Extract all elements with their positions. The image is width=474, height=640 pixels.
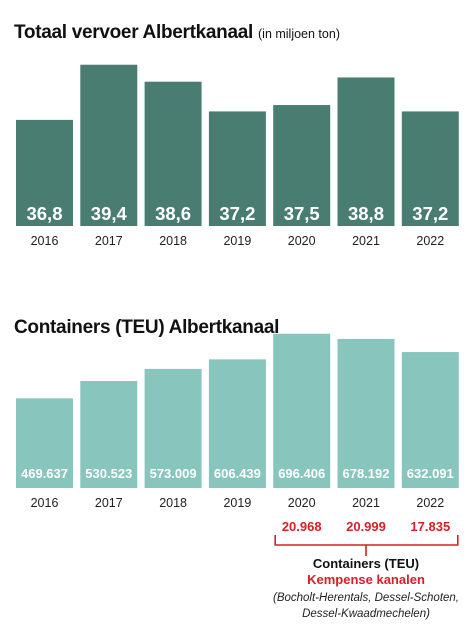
chart2-value-label-2021: 678.192: [343, 466, 390, 481]
chart2-bar-2017: [80, 380, 138, 488]
chart1-bar-2021: [337, 77, 395, 227]
chart2-bar-2019: [208, 359, 266, 488]
chart1-bar-2020: [273, 105, 331, 226]
chart2-tick-label-2020: 2020: [288, 496, 316, 510]
chart1-value-label-2018: 38,6: [155, 203, 191, 224]
chart2-bar-2018: [144, 368, 202, 488]
chart1-value-label-2021: 38,8: [348, 203, 384, 224]
chart1-tick-label-2019: 2019: [223, 234, 251, 248]
chart2-tick-label-2016: 2016: [31, 496, 59, 510]
chart1-value-label-2017: 39,4: [91, 203, 128, 224]
chart1-tick-label-2021: 2021: [352, 234, 380, 248]
chart2-bar-2022: [401, 352, 459, 488]
kempense-note-line1: (Bocholt-Herentals, Dessel-Schoten,: [273, 592, 459, 604]
chart2-bar-2020: [273, 333, 331, 488]
chart2-value-label-2017: 530.523: [85, 466, 132, 481]
chart2-tick-label-2019: 2019: [223, 496, 251, 510]
chart1-bar-2016: [16, 119, 73, 226]
chart2-tick-label-2022: 2022: [416, 496, 444, 510]
chart1-tick-label-2018: 2018: [159, 234, 187, 248]
kempense-value-2022: 17.835: [410, 519, 450, 534]
kempense-value-2021: 20.999: [346, 519, 386, 534]
chart1-tick-label-2020: 2020: [288, 234, 316, 248]
chart1-title-text: Totaal vervoer Albertkanaal: [14, 22, 254, 43]
chart2-bar-2021: [337, 338, 395, 488]
chart1-tick-label-2022: 2022: [416, 234, 444, 248]
chart2-bar-2016: [16, 398, 73, 488]
chart2-value-label-2016: 469.637: [21, 466, 68, 481]
chart2-tick-label-2018: 2018: [159, 496, 187, 510]
kempense-bracket: [274, 535, 459, 546]
chart1-value-label-2019: 37,2: [219, 203, 255, 224]
chart1-value-label-2020: 37,5: [284, 203, 320, 224]
kempense-subheading: Kempense kanalen: [307, 572, 425, 587]
chart2-title: Containers (TEU) Albertkanaal: [14, 317, 280, 338]
chart1-value-label-2016: 36,8: [26, 203, 62, 224]
chart1-bar-2019: [208, 111, 266, 226]
chart1-bar-2022: [401, 111, 459, 226]
chart2-value-label-2020: 696.406: [278, 466, 325, 481]
chart2-tick-label-2017: 2017: [95, 496, 123, 510]
kempense-value-2020: 20.968: [282, 519, 322, 534]
kempense-note-line2: Dessel-Kwaadmechelen): [302, 608, 430, 620]
chart2-tick-label-2021: 2021: [352, 496, 380, 510]
chart1-value-label-2022: 37,2: [412, 203, 448, 224]
chart1-bar-2018: [144, 81, 202, 227]
chart1-subtitle: (in miljoen ton): [258, 27, 340, 41]
chart2-value-label-2022: 632.091: [407, 466, 454, 481]
chart1-tick-label-2016: 2016: [31, 234, 59, 248]
chart2-value-label-2018: 573.009: [150, 466, 197, 481]
chart1-tick-label-2017: 2017: [95, 234, 123, 248]
kempense-heading: Containers (TEU): [313, 556, 419, 571]
chart1-bar-2017: [80, 64, 138, 226]
chart2-value-label-2019: 606.439: [214, 466, 261, 481]
chart1-title: Totaal vervoer Albertkanaal (in miljoen …: [14, 22, 340, 44]
